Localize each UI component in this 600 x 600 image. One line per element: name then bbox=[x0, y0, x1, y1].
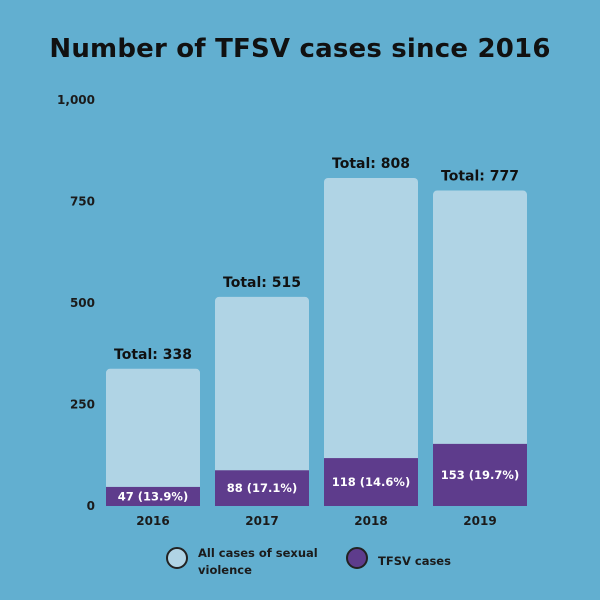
y-tick-label: 1,000 bbox=[57, 93, 95, 107]
total-data-label: Total: 777 bbox=[441, 169, 519, 185]
y-tick-label: 500 bbox=[70, 296, 95, 310]
tfsv-data-label: 153 (19.7%) bbox=[441, 468, 519, 482]
tfsv-data-label: 118 (14.6%) bbox=[332, 475, 410, 489]
bar-tfsv-2017 bbox=[215, 470, 309, 506]
total-data-label: Total: 515 bbox=[223, 275, 301, 291]
tfsv-data-label: 47 (13.9%) bbox=[118, 489, 188, 503]
tfsv-data-label: 88 (17.1%) bbox=[227, 481, 297, 495]
x-tick-label: 2017 bbox=[245, 514, 278, 528]
bar-tfsv-2018 bbox=[324, 458, 418, 506]
legend: All cases of sexual violence TFSV cases bbox=[0, 543, 600, 583]
bar-all-cases-2018 bbox=[324, 177, 418, 506]
bar-all-cases-2019 bbox=[433, 190, 527, 506]
x-tick-label: 2016 bbox=[136, 514, 169, 528]
x-tick-label: 2018 bbox=[354, 514, 387, 528]
legend-swatch-tfsv bbox=[346, 547, 368, 569]
legend-label-all-cases: All cases of sexual violence bbox=[198, 546, 318, 577]
bar-all-cases-2017 bbox=[215, 296, 309, 506]
bar-all-cases-2016 bbox=[106, 368, 200, 506]
bar-tfsv-2016 bbox=[106, 486, 200, 506]
y-tick-label: 750 bbox=[70, 195, 95, 209]
x-tick-label: 2019 bbox=[463, 514, 496, 528]
total-data-label: Total: 808 bbox=[332, 156, 410, 172]
chart-title: Number of TFSV cases since 2016 bbox=[49, 34, 551, 64]
bar-tfsv-2019 bbox=[433, 443, 527, 506]
y-tick-label: 0 bbox=[87, 499, 95, 513]
y-tick-label: 250 bbox=[70, 398, 95, 412]
legend-swatch-all-cases bbox=[166, 547, 188, 569]
legend-label-tfsv: TFSV cases bbox=[378, 554, 451, 568]
total-data-label: Total: 338 bbox=[114, 347, 192, 363]
